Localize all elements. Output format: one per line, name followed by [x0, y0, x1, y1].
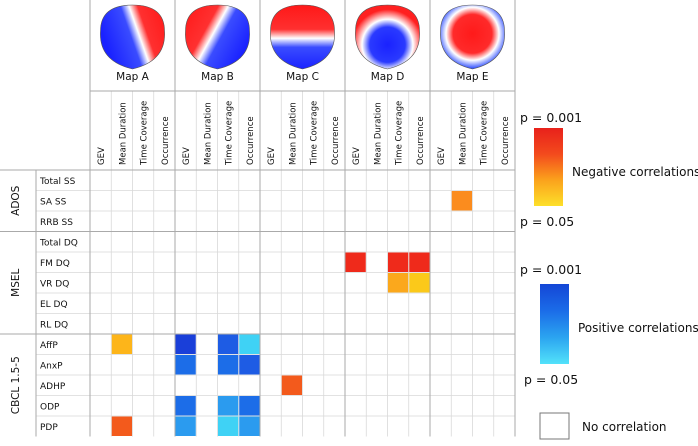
- neg-legend-label: Negative correlations: [572, 165, 698, 179]
- row-label: ODP: [40, 402, 60, 412]
- heatmap-cell: [345, 252, 366, 272]
- neg-legend-bottom-label: p = 0.05: [520, 214, 574, 229]
- group-label: MSEL: [10, 269, 22, 297]
- no-correlation-label: No correlation: [582, 420, 667, 434]
- row-label: Total DQ: [39, 238, 78, 248]
- heatmap-cell: [409, 252, 430, 272]
- row-label: ADHP: [40, 382, 66, 392]
- measure-label: Occurrence: [331, 116, 341, 165]
- topomap-d-icon: [355, 4, 420, 70]
- topomap-c-icon: [270, 4, 335, 70]
- pos-gradient-bar: [540, 284, 569, 364]
- heatmap-cell: [388, 273, 409, 293]
- row-label: AnxP: [40, 361, 63, 371]
- heatmap-cell: [111, 334, 132, 354]
- map-label: Map A: [116, 71, 149, 83]
- measure-label: Time Coverage: [480, 101, 490, 166]
- neg-legend-top-label: p = 0.001: [520, 110, 582, 125]
- heatmap-cell: [218, 334, 239, 354]
- measure-label: Mean Duration: [373, 102, 383, 165]
- measure-label: GEV: [267, 147, 277, 165]
- heatmap-cell: [239, 355, 260, 375]
- measure-label: Time Coverage: [225, 101, 235, 166]
- row-label: Total SS: [39, 177, 76, 187]
- map-label: Map C: [286, 71, 319, 83]
- row-label: FM DQ: [40, 259, 70, 269]
- measure-label: GEV: [437, 147, 447, 165]
- measure-label: GEV: [352, 147, 362, 165]
- measure-label: GEV: [97, 147, 107, 165]
- heatmap-cell: [111, 416, 132, 436]
- heatmap-cell: [281, 375, 302, 395]
- measure-label: Mean Duration: [288, 102, 298, 165]
- neg-gradient-bar: [534, 128, 563, 206]
- map-label: Map E: [456, 71, 488, 83]
- measure-label: Occurrence: [501, 116, 511, 165]
- heatmap-cell: [388, 252, 409, 272]
- measure-label: Occurrence: [246, 116, 256, 165]
- row-label: AffP: [40, 341, 58, 351]
- heatmap-cell: [218, 416, 239, 436]
- row-label: VR DQ: [40, 279, 69, 289]
- pos-legend-top-label: p = 0.001: [520, 262, 582, 277]
- heatmap-cell: [239, 396, 260, 416]
- heatmap-cell: [239, 334, 260, 354]
- heatmap-cell: [175, 355, 196, 375]
- row-label: EL DQ: [40, 300, 68, 310]
- map-label: Map D: [371, 71, 405, 83]
- pos-legend-bottom-label: p = 0.05: [524, 372, 578, 387]
- measure-label: Occurrence: [161, 116, 171, 165]
- topomap-a-icon: [100, 4, 165, 70]
- heatmap-cell: [175, 334, 196, 354]
- heatmap-cell: [218, 396, 239, 416]
- measure-label: Mean Duration: [203, 102, 213, 165]
- no-correlation-swatch: [539, 412, 570, 440]
- measure-label: Time Coverage: [310, 101, 320, 166]
- measure-label: GEV: [182, 147, 192, 165]
- heatmap-cell: [451, 191, 472, 211]
- measure-label: Mean Duration: [118, 102, 128, 165]
- group-label: ADOS: [10, 185, 22, 216]
- row-label: SA SS: [40, 197, 67, 207]
- group-label: CBCL 1.5-5: [10, 356, 22, 414]
- heatmap-cell: [409, 273, 430, 293]
- row-label: RRB SS: [40, 218, 73, 228]
- heatmap-cell: [175, 416, 196, 436]
- topomap-b-icon: [185, 4, 250, 70]
- measure-label: Time Coverage: [140, 101, 150, 166]
- measure-label: Mean Duration: [458, 102, 468, 165]
- row-label: PDP: [40, 423, 58, 433]
- heatmap-cell: [175, 396, 196, 416]
- row-label: RL DQ: [40, 320, 68, 330]
- pos-legend-label: Positive correlations: [578, 321, 698, 335]
- heatmap-cell: [218, 355, 239, 375]
- measure-label: Time Coverage: [395, 101, 405, 166]
- heatmap-cell: [239, 416, 260, 436]
- measure-label: Occurrence: [416, 116, 426, 165]
- map-label: Map B: [201, 71, 234, 83]
- topomap-e-icon: [440, 4, 505, 70]
